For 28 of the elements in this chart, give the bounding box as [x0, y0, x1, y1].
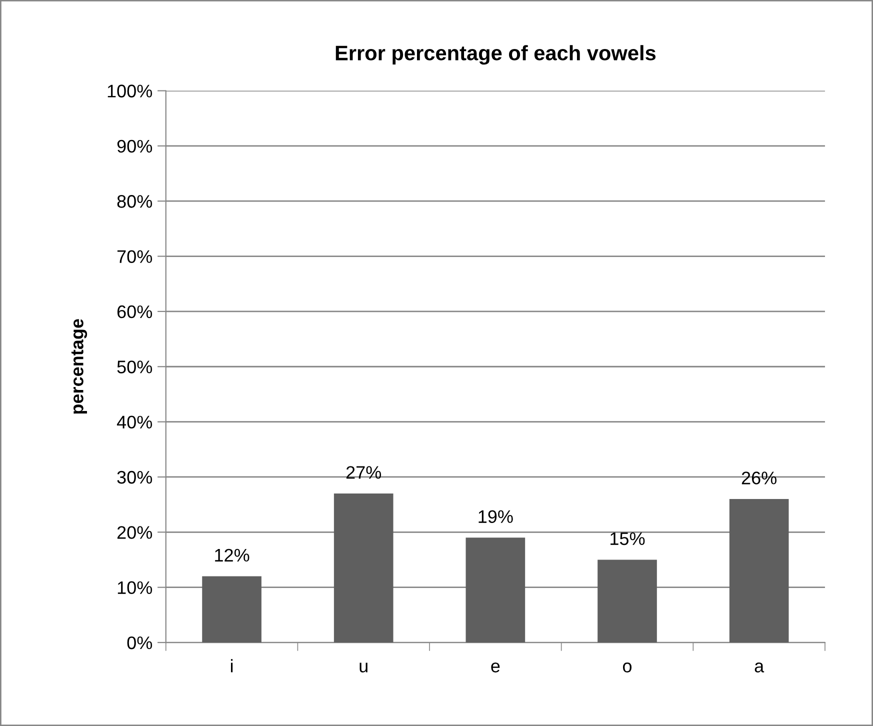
- x-tick-label: e: [491, 662, 500, 672]
- y-tick-label: 90%: [117, 140, 152, 153]
- y-tick-label: 50%: [117, 360, 152, 374]
- y-tick-label: 0%: [127, 636, 152, 650]
- x-tick-label: u: [360, 662, 368, 672]
- bar: [202, 576, 262, 643]
- y-axis-title: percentage: [71, 319, 88, 414]
- data-label: 26%: [742, 472, 776, 484]
- data-label: 27%: [346, 466, 382, 479]
- x-tick-label: o: [622, 662, 632, 672]
- bar: [729, 499, 789, 643]
- bar: [598, 560, 657, 643]
- y-tick-label: 10%: [118, 581, 152, 594]
- y-tick-label: 40%: [116, 416, 152, 429]
- data-label: 12%: [215, 548, 250, 562]
- data-label: 19%: [478, 510, 513, 523]
- x-tick-label: i: [230, 659, 233, 672]
- chart-title: Error percentage of each vowels: [336, 45, 656, 65]
- y-tick-label: 100%: [108, 84, 152, 98]
- y-tick-label: 30%: [117, 470, 152, 484]
- y-tick-label: 70%: [117, 250, 152, 263]
- data-label: 15%: [610, 532, 645, 546]
- bar: [466, 538, 526, 643]
- y-tick-label: 80%: [117, 195, 152, 208]
- x-tick-label: a: [754, 662, 764, 672]
- y-tick-label: 60%: [117, 305, 152, 318]
- bar: [334, 494, 394, 643]
- y-tick-label: 20%: [117, 526, 152, 539]
